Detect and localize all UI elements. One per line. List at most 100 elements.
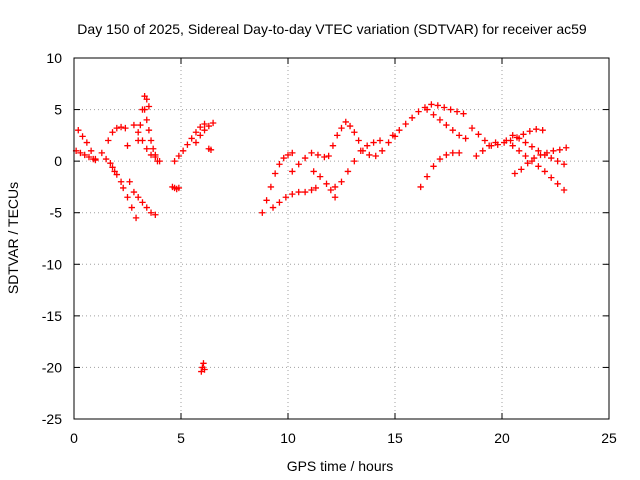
data-point [541,168,548,175]
series-sat-13 [259,149,296,216]
data-point [359,147,367,155]
data-point [479,147,486,155]
data-point [321,153,328,161]
series-sat-27 [473,139,499,160]
data-point [79,133,86,140]
data-point [109,164,116,171]
data-point [475,131,482,138]
data-point [526,128,534,135]
x-tick-label: 15 [387,430,403,446]
data-point [423,173,431,180]
data-point [468,124,476,132]
data-point [389,132,397,139]
data-point [346,122,354,130]
data-point [372,152,379,160]
data-point [530,154,538,162]
data-point [284,151,292,159]
data-point [378,147,386,155]
data-point [107,160,114,167]
data-point [109,129,116,136]
data-point [436,155,444,163]
data-point [533,125,540,133]
data-point [449,127,456,134]
data-point [145,127,153,134]
data-point [443,121,450,129]
data-point [462,135,469,142]
y-tick-label: -25 [42,411,62,427]
series-sat-5 [135,92,153,144]
data-point [434,102,441,109]
series-sat-14 [269,184,320,211]
series-sat-25 [509,132,568,168]
data-point [137,121,144,129]
x-axis-label: GPS time / hours [287,458,394,474]
data-point [207,146,215,153]
series-sat-12 [198,360,208,375]
data-point [524,160,531,167]
data-point [522,139,529,146]
data-point [271,170,279,177]
data-point [143,204,150,211]
data-point [537,151,544,159]
data-point [436,116,444,124]
data-point [128,204,135,211]
data-point [200,360,207,367]
data-point [289,149,296,157]
data-point [485,142,493,149]
data-point [179,147,187,155]
data-point [295,188,302,196]
data-point [443,151,450,159]
data-point [441,104,448,111]
data-point [201,366,208,373]
data-point [310,168,317,175]
data-point [376,137,384,144]
data-point [385,139,392,146]
data-point [492,139,499,146]
x-tick-label: 20 [494,430,510,446]
data-point [396,127,403,134]
data-point [325,152,332,160]
data-point [423,106,431,113]
data-point [301,154,309,162]
data-point [124,194,131,201]
series-sat-4 [105,123,159,218]
x-tick-label: 25 [601,430,617,446]
x-tick-label: 5 [177,430,185,446]
data-point [539,127,546,134]
data-point [550,147,557,155]
data-point [327,186,334,194]
data-point [87,147,95,155]
data-point [126,178,133,185]
data-point [130,121,138,129]
data-point [503,137,510,144]
data-point [515,135,523,142]
data-point [331,183,339,191]
series-sat-10 [192,119,217,146]
series-sat-24 [503,137,568,194]
data-point [289,190,296,198]
y-tick-label: -20 [42,359,62,375]
data-point [113,171,120,178]
data-point [329,142,337,149]
data-point [430,163,437,170]
data-point [522,152,529,160]
data-points [72,92,570,375]
data-point [548,174,555,181]
data-point [135,194,142,201]
data-point [280,154,287,162]
data-point [135,129,142,136]
data-point [556,146,563,153]
data-point [554,157,561,165]
data-point [351,129,358,136]
data-point [259,209,266,216]
data-point [75,127,82,134]
data-point [312,184,320,192]
data-point [152,211,159,218]
data-point [456,132,463,139]
data-point [130,188,138,196]
data-point [456,149,463,157]
data-point [560,161,568,168]
data-point [205,122,213,130]
series-sat-19 [359,133,399,160]
